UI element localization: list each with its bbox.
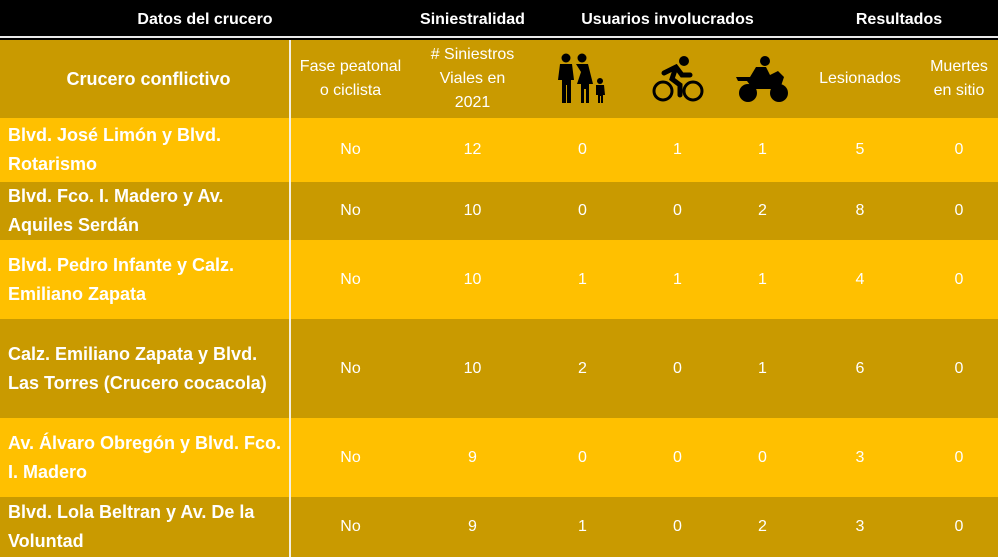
- cell-crucero: Blvd. Pedro Infante y Calz. Emiliano Zap…: [0, 240, 291, 319]
- cell-ciclistas: 0: [630, 319, 725, 418]
- cell-ciclistas: 1: [630, 118, 725, 182]
- cell-fase: No: [290, 240, 410, 319]
- cell-lesionados: 5: [800, 118, 920, 182]
- cell-lesionados: 6: [800, 319, 920, 418]
- cell-ciclistas: 0: [630, 497, 725, 557]
- cell-fase: No: [290, 418, 410, 497]
- cell-lesionados: 4: [800, 240, 920, 319]
- cell-crucero: Av. Álvaro Obregón y Blvd. Fco. I. Mader…: [0, 418, 291, 497]
- cell-siniestros: 10: [410, 319, 535, 418]
- table-row: Blvd. José Limón y Blvd. Rotarismo No 12 0 1…: [0, 118, 998, 182]
- cell-crucero: Blvd. Lola Beltran y Av. De la Voluntad: [0, 497, 291, 557]
- group-resultados: Resultados: [855, 11, 943, 28]
- crossings-table: Crucero conflictivo Fase peatonal o cicl…: [0, 40, 998, 557]
- cell-muertes: 0: [920, 497, 998, 557]
- cell-motos: 1: [725, 319, 800, 418]
- col-crucero: Crucero conflictivo: [0, 40, 291, 118]
- cell-muertes: 0: [920, 240, 998, 319]
- col-lesionados: Lesionados: [800, 40, 920, 118]
- group-header: Datos del crucero Siniestralidad Usuario…: [0, 0, 998, 38]
- cell-crucero: Calz. Emiliano Zapata y Blvd. Las Torres…: [0, 319, 291, 418]
- cell-lesionados: 8: [800, 182, 920, 240]
- cell-siniestros: 10: [410, 240, 535, 319]
- cell-ciclistas: 1: [630, 240, 725, 319]
- cell-peatones: 1: [535, 240, 630, 319]
- cell-fase: No: [290, 497, 410, 557]
- cyclist-icon: [630, 40, 725, 118]
- cell-peatones: 2: [535, 319, 630, 418]
- cell-ciclistas: 0: [630, 418, 725, 497]
- cell-motos: 0: [725, 418, 800, 497]
- col-fase: Fase peatonal o ciclista: [290, 40, 410, 118]
- cell-fase: No: [290, 182, 410, 240]
- cell-peatones: 0: [535, 118, 630, 182]
- table-row: Blvd. Fco. I. Madero y Av. Aquiles Serdá…: [0, 182, 998, 240]
- cell-peatones: 0: [535, 418, 630, 497]
- cell-crucero: Blvd. José Limón y Blvd. Rotarismo: [0, 118, 291, 182]
- cell-motos: 2: [725, 497, 800, 557]
- table-row: Calz. Emiliano Zapata y Blvd. Las Torres…: [0, 319, 998, 418]
- column-header-row: Crucero conflictivo Fase peatonal o cicl…: [0, 40, 998, 118]
- cell-motos: 1: [725, 118, 800, 182]
- group-datos-crucero: Datos del crucero: [137, 11, 273, 28]
- cell-peatones: 1: [535, 497, 630, 557]
- table-row: Av. Álvaro Obregón y Blvd. Fco. I. Mader…: [0, 418, 998, 497]
- cell-muertes: 0: [920, 182, 998, 240]
- group-siniestralidad: Siniestralidad: [420, 11, 525, 28]
- cell-muertes: 0: [920, 418, 998, 497]
- cell-fase: No: [290, 319, 410, 418]
- motorcycle-icon: [725, 40, 800, 118]
- cell-motos: 2: [725, 182, 800, 240]
- cell-peatones: 0: [535, 182, 630, 240]
- cell-siniestros: 9: [410, 418, 535, 497]
- cell-siniestros: 12: [410, 118, 535, 182]
- cell-lesionados: 3: [800, 418, 920, 497]
- cell-siniestros: 10: [410, 182, 535, 240]
- cell-fase: No: [290, 118, 410, 182]
- cell-motos: 1: [725, 240, 800, 319]
- col-muertes: Muertes en sitio: [920, 40, 998, 118]
- cell-muertes: 0: [920, 118, 998, 182]
- family-pedestrian-icon: [535, 40, 630, 118]
- cell-lesionados: 3: [800, 497, 920, 557]
- table-row: Blvd. Pedro Infante y Calz. Emiliano Zap…: [0, 240, 998, 319]
- cell-crucero: Blvd. Fco. I. Madero y Av. Aquiles Serdá…: [0, 182, 291, 240]
- table-row: Blvd. Lola Beltran y Av. De la Voluntad N…: [0, 497, 998, 557]
- cell-siniestros: 9: [410, 497, 535, 557]
- col-siniestros: # Siniestros Viales en 2021: [410, 40, 535, 118]
- group-usuarios: Usuarios involucrados: [581, 11, 754, 28]
- cell-ciclistas: 0: [630, 182, 725, 240]
- cell-muertes: 0: [920, 319, 998, 418]
